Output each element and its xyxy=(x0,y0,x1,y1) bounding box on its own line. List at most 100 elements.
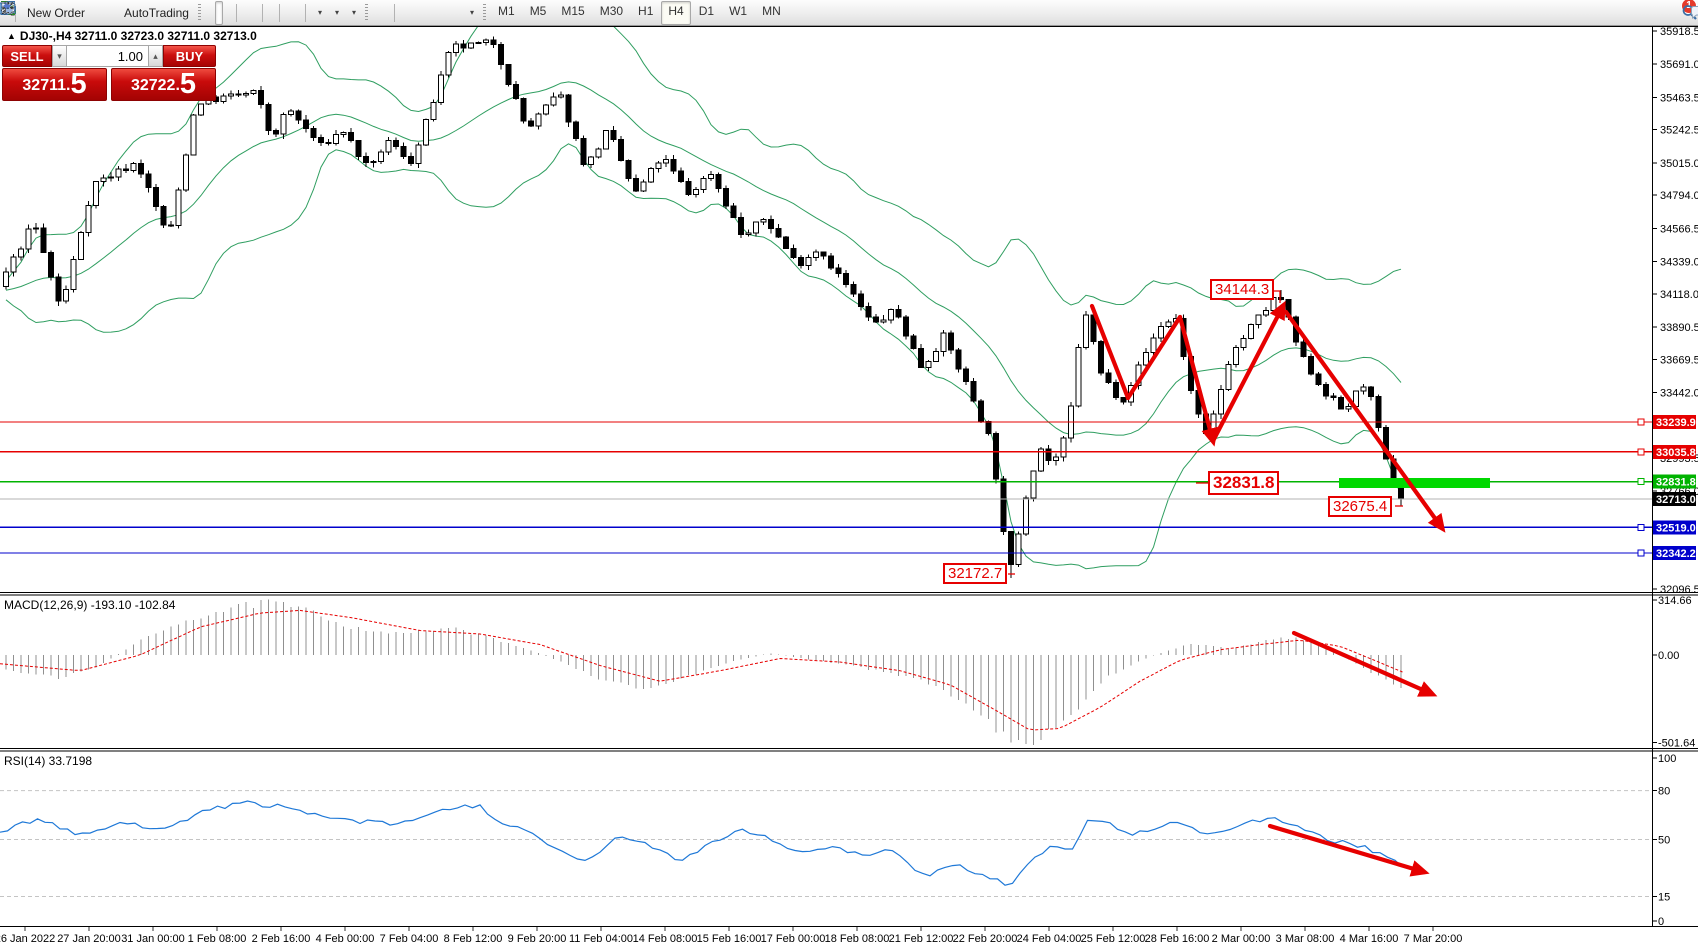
price-line-label: 33035.8 xyxy=(1656,447,1696,459)
dropdown-caret-icon[interactable]: ▾ xyxy=(351,8,356,17)
new-order-label: New Order xyxy=(27,5,86,20)
time-tick-label: 8 Feb 12:00 xyxy=(444,933,503,945)
macd-indicator-label: MACD(12,26,9) -193.10 -102.84 xyxy=(4,598,176,612)
timeframe-w1-button[interactable]: W1 xyxy=(729,3,748,18)
time-axis: 26 Jan 2022 27 Jan 20:00 31 Jan 00:00 1 Feb… xyxy=(0,927,1462,945)
zoom-in-button[interactable] xyxy=(1,1,249,25)
macd-axis: 314.66 0.00 -501.64 xyxy=(1652,595,1695,750)
panel-frames xyxy=(0,26,1698,927)
price-tick-label: 35918.5 xyxy=(1660,26,1698,38)
text-button[interactable]: A xyxy=(4,1,452,25)
timeframe-m5-button[interactable]: M5 xyxy=(529,3,547,18)
price-tick-label: 34794.0 xyxy=(1660,190,1698,202)
time-tick-label: 14 Feb 08:00 xyxy=(633,933,698,945)
toolbar-grip[interactable] xyxy=(197,3,201,22)
dropdown-caret-icon[interactable]: ▾ xyxy=(317,8,322,17)
timeframe-mn-button[interactable]: MN xyxy=(762,3,781,18)
fibonacci-button[interactable]: F xyxy=(2,1,443,25)
rsi-tick-label: 15 xyxy=(1658,892,1670,904)
horizontal-line-button[interactable] xyxy=(2,1,416,25)
macd-tick-label: -501.64 xyxy=(1658,738,1695,750)
data-window-button[interactable] xyxy=(1,1,107,25)
price-line-label: 32342.2 xyxy=(1656,548,1696,560)
dropdown-caret-icon[interactable]: ▾ xyxy=(470,8,475,17)
rsi-axis: 100 80 50 15 0 xyxy=(1652,753,1676,928)
chart-shift-button[interactable] xyxy=(2,1,292,25)
price-line-label: 32831.8 xyxy=(1656,477,1696,489)
trend-arrow[interactable] xyxy=(1283,309,1446,533)
new-chart-button[interactable]: ▾ xyxy=(1,1,326,25)
price-annotation[interactable]: 32831.8 xyxy=(1208,471,1280,495)
market-watch-button[interactable] xyxy=(0,1,98,25)
signals-button[interactable] xyxy=(2,1,116,25)
timeframe-h4-button[interactable]: H4 xyxy=(661,0,691,25)
toolbar-grip[interactable] xyxy=(483,3,487,22)
vertical-line-button[interactable] xyxy=(7,1,407,25)
price-annotation[interactable]: 32172.7 xyxy=(943,563,1008,585)
periods-button[interactable]: ▾ xyxy=(1,1,343,25)
line-chart-button[interactable] xyxy=(1,1,232,25)
price-tick-label: 33669.5 xyxy=(1660,354,1698,366)
time-tick-label: 1 Feb 08:00 xyxy=(188,933,247,945)
price-tick-label: 34566.5 xyxy=(1660,223,1698,235)
trend-arrow[interactable] xyxy=(1291,630,1438,697)
candlestick-chart-button[interactable] xyxy=(2,0,223,25)
svg-text:A: A xyxy=(4,1,13,16)
bar-chart-button[interactable] xyxy=(2,1,214,25)
rsi-tick-label: 100 xyxy=(1658,753,1676,765)
timeframe-h1-button[interactable]: H1 xyxy=(638,3,654,18)
trend-arrow[interactable] xyxy=(1089,303,1131,401)
price-tick-label: 35242.5 xyxy=(1660,125,1698,137)
time-tick-label: 4 Feb 00:00 xyxy=(316,933,375,945)
timeframe-m30-button[interactable]: M30 xyxy=(599,3,624,18)
tile-windows-button[interactable] xyxy=(1,1,275,25)
templates-button[interactable]: ▾ xyxy=(1,1,360,25)
volume-increase-button[interactable]: ▴ xyxy=(148,45,163,67)
volume-input[interactable] xyxy=(67,45,148,67)
trendline-button[interactable] xyxy=(1,1,425,25)
price-annotation[interactable]: 34144.3 xyxy=(1210,279,1275,301)
timeframe-m1-button[interactable]: M1 xyxy=(498,3,515,18)
time-tick-label: 4 Mar 16:00 xyxy=(1340,933,1399,945)
auto-scroll-button[interactable] xyxy=(2,1,301,25)
buy-price[interactable]: 32722. 5 xyxy=(111,68,216,101)
cursor-button[interactable] xyxy=(5,1,381,25)
rsi-line xyxy=(0,800,1403,886)
text-label-button[interactable]: T xyxy=(1,1,461,25)
toolbar-grip[interactable] xyxy=(365,3,368,22)
equidistant-channel-button[interactable]: E xyxy=(0,1,434,25)
price-annotation[interactable]: 32675.4 xyxy=(1328,496,1393,518)
price-tick-label: 35463.5 xyxy=(1660,92,1698,104)
timeframe-m15-button[interactable]: M15 xyxy=(561,3,585,18)
rsi-indicator xyxy=(0,790,1652,898)
dropdown-caret-icon[interactable]: ▾ xyxy=(334,8,339,17)
trend-arrow[interactable] xyxy=(1177,314,1218,447)
buy-button[interactable]: BUY xyxy=(163,45,216,67)
annotation-leader xyxy=(1272,290,1281,303)
macd-indicator xyxy=(0,599,1403,745)
autotrading-button[interactable]: AutoTrading xyxy=(1,1,193,25)
time-tick-label: 15 Feb 16:00 xyxy=(697,933,762,945)
zoom-out-button[interactable] xyxy=(1,1,258,25)
volume-decrease-button[interactable]: ▾ xyxy=(52,45,67,67)
new-order-button[interactable]: New Order xyxy=(2,1,89,25)
time-tick-label: 22 Feb 20:00 xyxy=(953,933,1018,945)
sell-button[interactable]: SELL xyxy=(2,45,52,67)
toolbar-separator xyxy=(394,3,395,22)
highlight-zone[interactable] xyxy=(1339,478,1490,488)
crosshair-button[interactable] xyxy=(2,1,390,25)
macd-signal-line xyxy=(0,609,1403,731)
rsi-tick-label: 0 xyxy=(1658,916,1664,928)
price-line-label: 32713.0 xyxy=(1656,494,1696,506)
time-tick-label: 2 Mar 00:00 xyxy=(1212,933,1271,945)
arrows-button[interactable]: ▾ xyxy=(3,1,478,25)
trend-arrow[interactable] xyxy=(1267,823,1430,877)
timeframe-d1-button[interactable]: D1 xyxy=(698,3,715,18)
chart-title-text: DJ30-,H4 32711.0 32723.0 32711.0 32713.0 xyxy=(19,29,257,43)
autotrading-label: AutoTrading xyxy=(124,5,189,20)
trend-arrow[interactable] xyxy=(1210,300,1286,444)
sell-price[interactable]: 32711. 5 xyxy=(2,68,107,101)
trend-arrows xyxy=(1008,290,1446,877)
trend-arrow[interactable] xyxy=(1125,314,1183,401)
